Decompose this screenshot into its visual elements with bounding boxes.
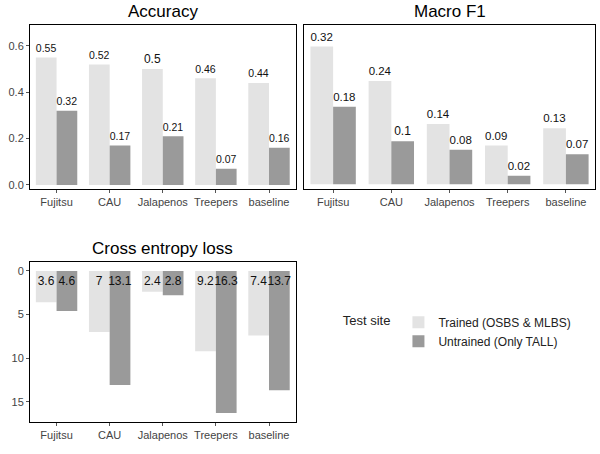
svg-text:0.55: 0.55 [36,43,57,54]
svg-text:Cross entropy loss: Cross entropy loss [92,239,233,258]
svg-text:0.09: 0.09 [485,130,507,142]
svg-text:5: 5 [18,308,24,320]
svg-text:3.6: 3.6 [38,274,55,288]
svg-text:0.17: 0.17 [110,131,131,142]
svg-text:2.4: 2.4 [144,274,161,288]
svg-text:15: 15 [12,396,24,408]
svg-text:Treepers: Treepers [194,429,238,441]
svg-text:Treepers: Treepers [486,196,530,208]
svg-text:2.8: 2.8 [165,274,182,288]
svg-text:0.32: 0.32 [310,31,332,43]
svg-text:Fujitsu: Fujitsu [40,429,72,441]
svg-text:Untrained (Only TALL): Untrained (Only TALL) [438,335,557,349]
svg-text:Macro F1: Macro F1 [414,2,486,21]
svg-text:Jalapenos: Jalapenos [138,196,189,208]
svg-text:0.52: 0.52 [89,50,110,61]
svg-text:0.6: 0.6 [9,40,24,52]
svg-text:9.2: 9.2 [197,274,214,288]
svg-text:Treepers: Treepers [194,196,238,208]
svg-text:13.1: 13.1 [108,274,132,288]
svg-text:Test site: Test site [343,313,391,328]
svg-text:10: 10 [12,352,24,364]
svg-text:CAU: CAU [98,196,121,208]
svg-text:0.4: 0.4 [9,86,24,98]
svg-text:Accuracy: Accuracy [128,2,198,21]
svg-text:Jalapenos: Jalapenos [138,429,189,441]
svg-text:0.2: 0.2 [9,132,24,144]
svg-text:CAU: CAU [380,196,403,208]
svg-text:baseline: baseline [249,429,290,441]
svg-text:4.6: 4.6 [58,274,75,288]
svg-text:0.14: 0.14 [427,108,450,120]
svg-text:0.21: 0.21 [163,122,184,133]
svg-text:baseline: baseline [249,196,290,208]
svg-text:0.46: 0.46 [195,64,216,75]
svg-text:0.32: 0.32 [57,96,78,107]
svg-text:0.08: 0.08 [450,134,472,146]
svg-text:0.02: 0.02 [508,160,530,172]
svg-text:Fujitsu: Fujitsu [317,196,349,208]
svg-text:0.24: 0.24 [369,65,392,77]
svg-text:7.4: 7.4 [250,274,267,288]
svg-text:0.5: 0.5 [144,52,161,66]
svg-text:0.07: 0.07 [566,138,588,150]
svg-text:7: 7 [96,274,103,288]
svg-text:Trained (OSBS & MLBS): Trained (OSBS & MLBS) [438,316,570,330]
svg-text:baseline: baseline [545,196,586,208]
svg-text:0.44: 0.44 [248,68,269,79]
svg-text:0.18: 0.18 [333,91,355,103]
svg-text:13.7: 13.7 [268,274,292,288]
svg-text:0.0: 0.0 [9,179,24,191]
svg-text:CAU: CAU [98,429,121,441]
svg-text:0.13: 0.13 [543,112,565,124]
svg-text:16.3: 16.3 [214,274,238,288]
svg-text:Fujitsu: Fujitsu [40,196,72,208]
svg-text:Jalapenos: Jalapenos [424,196,475,208]
svg-text:0: 0 [18,265,24,277]
svg-text:0.07: 0.07 [216,154,237,165]
svg-text:0.16: 0.16 [269,133,290,144]
svg-text:0.1: 0.1 [394,124,411,138]
